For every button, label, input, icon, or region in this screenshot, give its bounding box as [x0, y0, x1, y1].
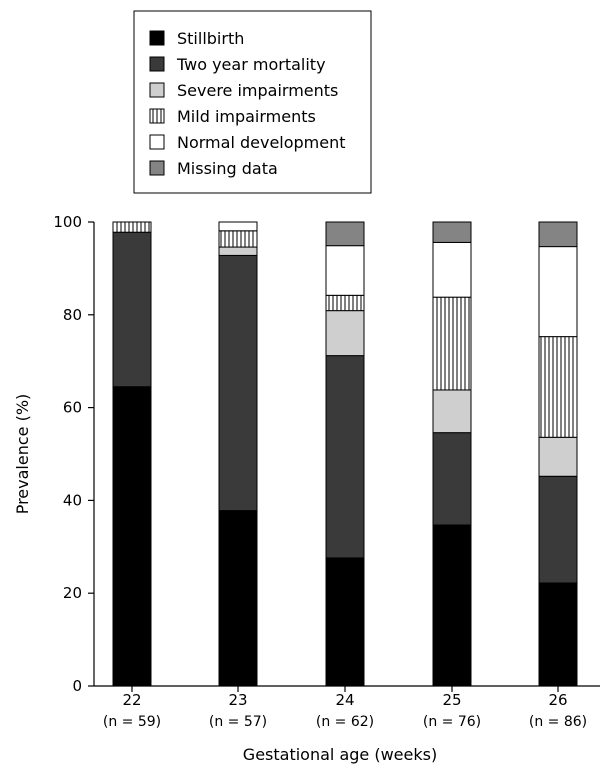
x-tick-label: 24 [335, 691, 354, 709]
bar-segment [538, 246, 578, 338]
legend-swatch [149, 30, 165, 46]
legend-items: Stillbirth Two year mortality Severe impai… [149, 29, 346, 178]
y-tick-label: 0 [72, 677, 82, 695]
legend-swatch [149, 108, 165, 124]
legend-label: Two year mortality [176, 55, 326, 74]
bar-segment [538, 221, 578, 248]
y-axis-label: Prevalence (%) [13, 394, 32, 515]
x-tick-label: 22 [122, 691, 141, 709]
y-tick-label: 60 [63, 399, 82, 417]
bars [112, 221, 578, 687]
x-ticks: 22 (n = 59) 23 (n = 57) 24 (n = 62) 25 (n = 76)… [103, 686, 587, 730]
bar-segment [112, 231, 152, 388]
x-tick-label: 25 [442, 691, 461, 709]
bar-segment [432, 241, 472, 298]
bar-segment [325, 557, 365, 687]
legend: Stillbirth Two year mortality Severe impai… [133, 10, 372, 194]
bar-segment [218, 230, 258, 248]
bar-segment [432, 296, 472, 391]
bar-segment [112, 221, 152, 233]
legend-label: Severe impairments [177, 81, 338, 100]
legend-swatch [149, 160, 165, 176]
legend-swatch [149, 56, 165, 72]
bar-segment [218, 246, 258, 256]
y-tick-label: 80 [63, 306, 82, 324]
bar-segment [538, 336, 578, 438]
x-tick-sublabel: (n = 59) [103, 714, 161, 730]
x-tick-sublabel: (n = 62) [316, 714, 374, 730]
bar-segment [218, 510, 258, 687]
bar-segment [432, 389, 472, 434]
legend-label: Stillbirth [177, 29, 244, 48]
legend-label: Normal development [177, 133, 346, 152]
legend-box [133, 10, 372, 194]
bar-segment [325, 294, 365, 312]
bar-segment [538, 475, 578, 584]
y-tick-label: 40 [63, 491, 82, 509]
bar-segment [325, 355, 365, 559]
bar-segment [112, 386, 152, 687]
legend-label: Missing data [177, 159, 278, 178]
bar-segment [325, 245, 365, 296]
x-tick-sublabel: (n = 57) [209, 714, 267, 730]
legend-swatch [149, 82, 165, 98]
bar-segment [218, 221, 258, 232]
x-tick-label: 23 [228, 691, 247, 709]
bar-segment [538, 582, 578, 687]
y-tick-label: 20 [63, 584, 82, 602]
bar-segment [538, 436, 578, 477]
x-tick-sublabel: (n = 86) [529, 714, 587, 730]
bar-segment [325, 310, 365, 357]
legend-label: Mild impairments [177, 107, 316, 126]
bar-segment [432, 524, 472, 687]
bar-segment [432, 432, 472, 526]
y-tick-label: 100 [53, 213, 82, 231]
y-ticks: 0 20 40 60 80 100 [53, 213, 94, 695]
bar-segment [218, 254, 258, 512]
bar-segment [325, 221, 365, 247]
legend-swatch [149, 134, 165, 150]
x-tick-label: 26 [548, 691, 567, 709]
x-axis-label: Gestational age (weeks) [243, 745, 437, 764]
x-tick-sublabel: (n = 76) [423, 714, 481, 730]
bar-segment [432, 221, 472, 243]
